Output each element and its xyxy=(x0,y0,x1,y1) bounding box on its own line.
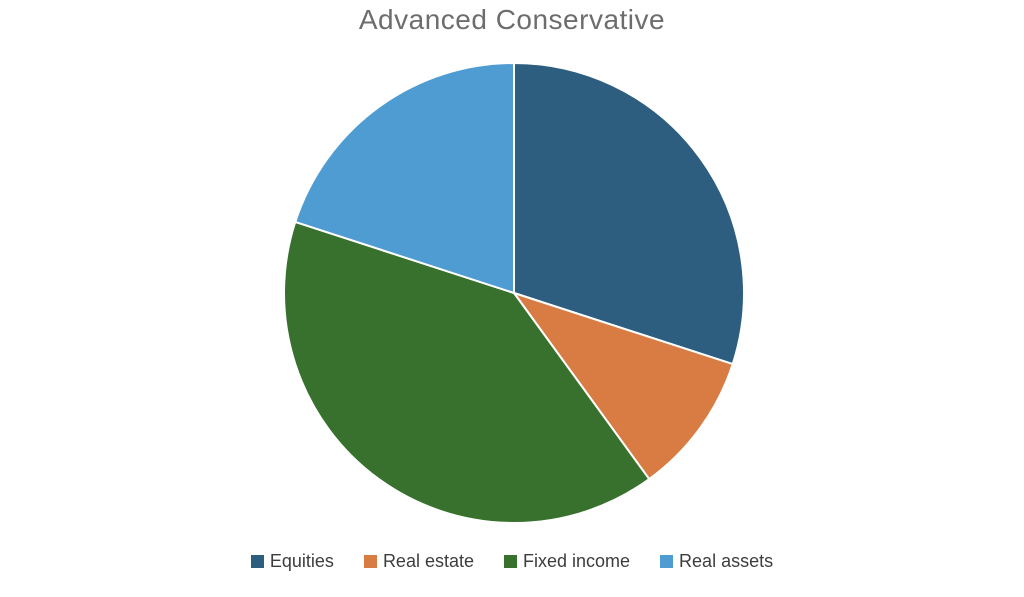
legend-label: Equities xyxy=(269,551,334,571)
chart-title: Advanced Conservative xyxy=(358,4,666,35)
legend-swatch-icon xyxy=(660,555,674,569)
legend-item-fixed-income[interactable]: Fixed income xyxy=(504,551,630,573)
legend-label: Real assets xyxy=(679,551,774,571)
pie-slice-real-assets[interactable] xyxy=(294,62,515,294)
pie-slice-equities[interactable] xyxy=(513,62,745,366)
chart-legend: Equities Real estate Fixed income Real asse… xyxy=(0,551,1024,573)
legend-item-real-assets[interactable]: Real assets xyxy=(660,551,773,573)
legend-swatch-icon xyxy=(504,555,517,569)
legend-label: Fixed income xyxy=(523,551,631,571)
legend-swatch-icon xyxy=(363,555,377,569)
legend-item-equities[interactable]: Equities xyxy=(250,551,334,573)
legend-label: Real estate xyxy=(382,551,474,571)
pie-slice-fixed-income[interactable] xyxy=(283,220,651,524)
legend-swatch-icon xyxy=(250,555,264,569)
pie-slice-real-estate[interactable] xyxy=(513,292,734,481)
legend-item-real-estate[interactable]: Real estate xyxy=(363,551,474,573)
